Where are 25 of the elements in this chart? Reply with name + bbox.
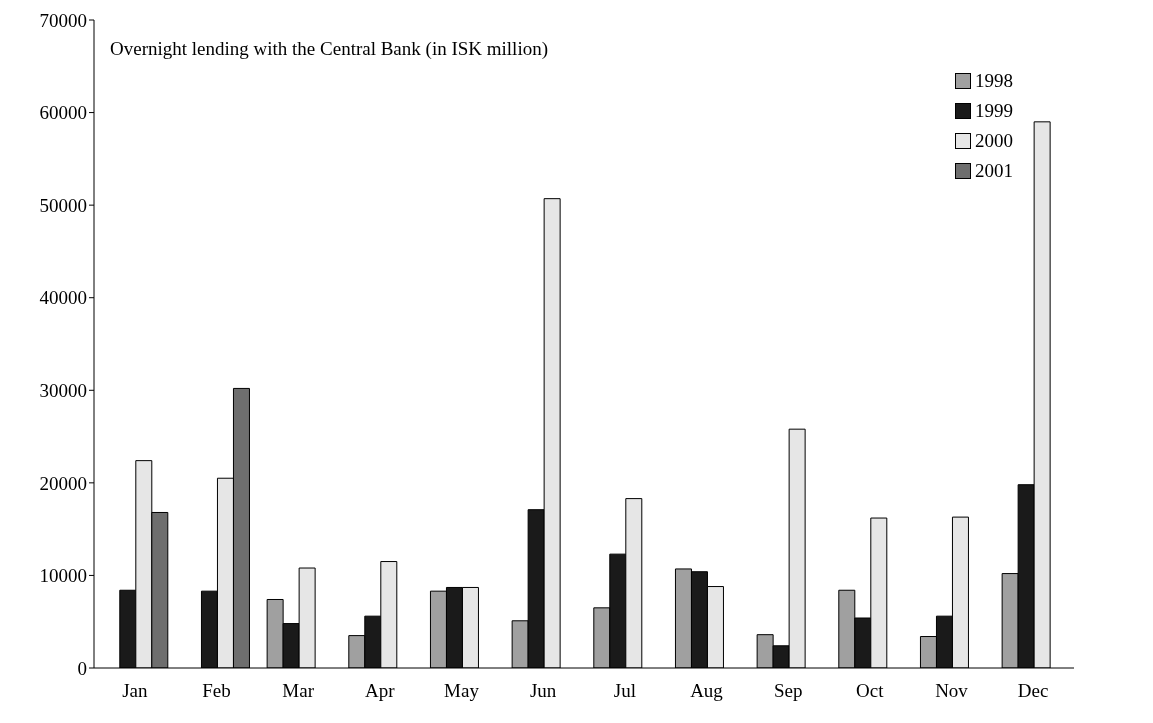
x-tick-label: Jan bbox=[122, 680, 148, 702]
x-tick-label: Oct bbox=[856, 680, 885, 702]
text: Overnight lending with the Central Bank (in ISK million) bbox=[110, 38, 548, 60]
y-tick-label: 70000 bbox=[39, 9, 87, 31]
legend-label: 2000 bbox=[975, 130, 1013, 152]
x-tick-label: Mar bbox=[282, 680, 315, 702]
y-tick-label: 30000 bbox=[39, 380, 87, 402]
x-tick-label: May bbox=[444, 680, 480, 702]
x-tick-label: Jul bbox=[613, 680, 636, 702]
x-tick-label: Sep bbox=[773, 680, 803, 702]
x-tick-label: Dec bbox=[1017, 680, 1049, 702]
x-tick-label: Aug bbox=[690, 680, 724, 702]
y-tick-label: 10000 bbox=[39, 565, 87, 587]
y-tick-label: 20000 bbox=[39, 472, 87, 494]
y-tick-label: 40000 bbox=[39, 287, 87, 309]
y-tick-label: 0 bbox=[77, 657, 87, 679]
x-tick-label: Nov bbox=[935, 680, 969, 702]
legend-label: 1998 bbox=[975, 70, 1013, 92]
legend-label: 1999 bbox=[975, 100, 1013, 122]
x-tick-label: Jun bbox=[529, 680, 557, 702]
x-tick-label: Feb bbox=[202, 680, 231, 702]
legend-label: 2001 bbox=[975, 160, 1013, 182]
y-tick-label: 50000 bbox=[39, 194, 87, 216]
x-tick-label: Apr bbox=[365, 680, 396, 702]
y-tick-label: 60000 bbox=[39, 102, 87, 124]
